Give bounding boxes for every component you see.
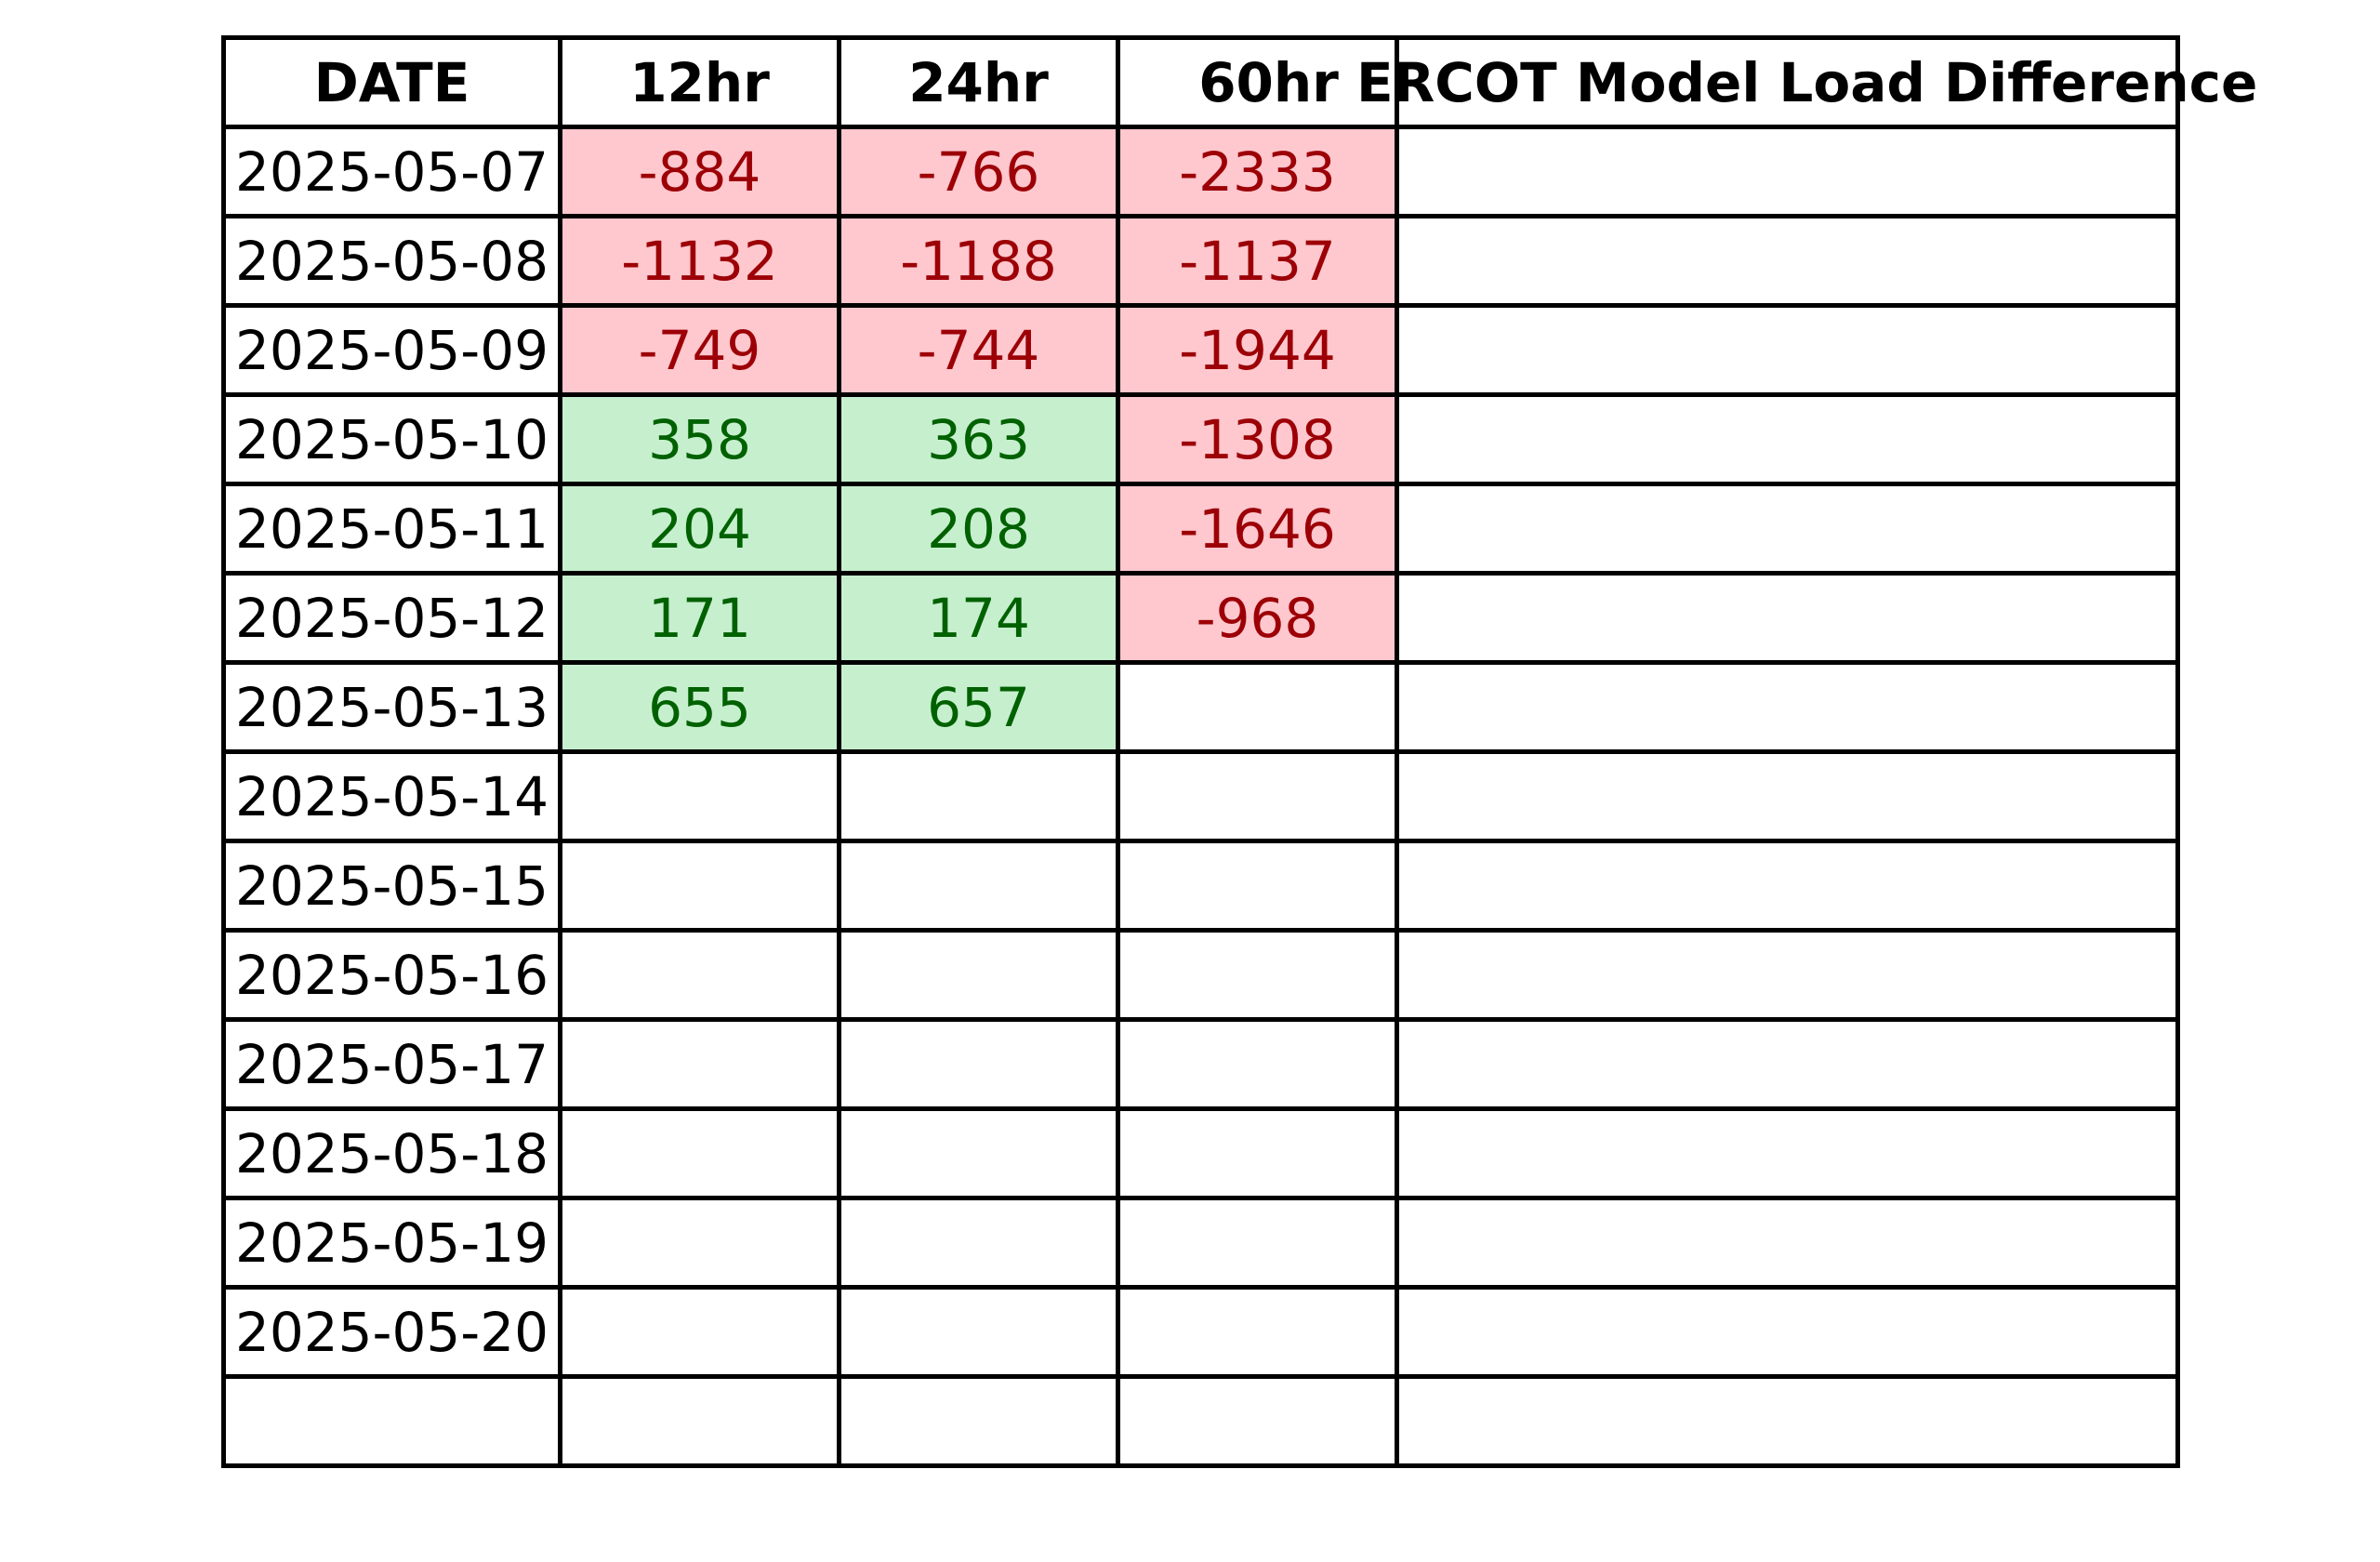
- value-60hr-cell: [1116, 660, 1399, 754]
- model-difference-cell: [1395, 214, 2180, 308]
- value-60hr-cell: -968: [1116, 571, 1399, 665]
- model-difference-cell: [1395, 125, 2180, 218]
- header-row: DATE 12hr 24hr 60hr ERCOT Model Load Dif…: [221, 35, 2257, 129]
- value-60hr-cell: [1116, 1374, 1399, 1468]
- model-difference-cell: [1395, 1285, 2180, 1379]
- value-60hr-cell: [1116, 1196, 1399, 1290]
- value-60hr-cell: -1944: [1116, 303, 1399, 397]
- header-24hr: 24hr: [837, 35, 1120, 129]
- date-cell: 2025-05-10: [221, 392, 562, 486]
- date-cell: [221, 1374, 562, 1468]
- value-12hr-cell: -1132: [558, 214, 841, 308]
- model-difference-cell: [1395, 1017, 2180, 1111]
- value-24hr-cell: [837, 1374, 1120, 1468]
- value-24hr-cell: 174: [837, 571, 1120, 665]
- table-row: 2025-05-12 171 174 -968: [221, 571, 2180, 665]
- value-24hr-cell: [837, 1017, 1120, 1111]
- model-difference-cell: [1395, 660, 2180, 754]
- value-60hr-cell: -2333: [1116, 125, 1399, 218]
- table-row: 2025-05-09 -749 -744 -1944: [221, 303, 2180, 397]
- date-cell: 2025-05-08: [221, 214, 562, 308]
- date-cell: 2025-05-17: [221, 1017, 562, 1111]
- date-cell: 2025-05-20: [221, 1285, 562, 1379]
- model-difference-cell: [1395, 749, 2180, 843]
- value-24hr-cell: [837, 749, 1120, 843]
- value-12hr-cell: [558, 1196, 841, 1290]
- date-cell: 2025-05-07: [221, 125, 562, 218]
- value-24hr-cell: [837, 1196, 1120, 1290]
- table-row: 2025-05-18: [221, 1106, 2180, 1200]
- date-cell: 2025-05-15: [221, 839, 562, 933]
- date-cell: 2025-05-09: [221, 303, 562, 397]
- table-row: 2025-05-15: [221, 839, 2180, 933]
- header-12hr: 12hr: [558, 35, 841, 129]
- value-12hr-cell: 171: [558, 571, 841, 665]
- date-cell: 2025-05-14: [221, 749, 562, 843]
- table-row: [221, 1374, 2180, 1468]
- date-cell: 2025-05-19: [221, 1196, 562, 1290]
- table-row: 2025-05-08 -1132 -1188 -1137: [221, 214, 2180, 308]
- value-12hr-cell: -749: [558, 303, 841, 397]
- value-12hr-cell: [558, 1374, 841, 1468]
- table-row: 2025-05-10 358 363 -1308: [221, 392, 2180, 486]
- value-12hr-cell: 358: [558, 392, 841, 486]
- header-date: DATE: [221, 35, 562, 129]
- date-cell: 2025-05-12: [221, 571, 562, 665]
- model-difference-cell: [1395, 839, 2180, 933]
- value-60hr-cell: -1308: [1116, 392, 1399, 486]
- value-60hr-cell: [1116, 749, 1399, 843]
- table-row: 2025-05-19: [221, 1196, 2180, 1290]
- model-difference-cell: [1395, 1374, 2180, 1468]
- model-difference-cell: [1395, 1196, 2180, 1290]
- value-24hr-cell: -766: [837, 125, 1120, 218]
- value-60hr-cell: [1116, 1285, 1399, 1379]
- model-difference-cell: [1395, 303, 2180, 397]
- value-12hr-cell: [558, 1285, 841, 1379]
- ercot-load-table-container: DATE 12hr 24hr 60hr ERCOT Model Load Dif…: [221, 35, 2257, 1468]
- value-24hr-cell: -1188: [837, 214, 1120, 308]
- value-24hr-cell: 657: [837, 660, 1120, 754]
- value-24hr-cell: 208: [837, 482, 1120, 576]
- value-24hr-cell: [837, 1106, 1120, 1200]
- table-row: 2025-05-20: [221, 1285, 2180, 1379]
- date-cell: 2025-05-16: [221, 928, 562, 1022]
- table-row: 2025-05-07 -884 -766 -2333: [221, 125, 2180, 218]
- value-24hr-cell: [837, 1285, 1120, 1379]
- value-12hr-cell: [558, 749, 841, 843]
- value-60hr-cell: [1116, 1106, 1399, 1200]
- value-12hr-cell: 204: [558, 482, 841, 576]
- date-cell: 2025-05-18: [221, 1106, 562, 1200]
- value-24hr-cell: -744: [837, 303, 1120, 397]
- value-60hr-cell: [1116, 839, 1399, 933]
- header-60hr: 60hr: [1116, 35, 1399, 129]
- model-difference-cell: [1395, 1106, 2180, 1200]
- value-24hr-cell: [837, 839, 1120, 933]
- value-12hr-cell: [558, 1106, 841, 1200]
- table-row: 2025-05-17: [221, 1017, 2180, 1111]
- model-difference-cell: [1395, 571, 2180, 665]
- ercot-load-table: DATE 12hr 24hr 60hr ERCOT Model Load Dif…: [221, 35, 2257, 1468]
- value-24hr-cell: [837, 928, 1120, 1022]
- value-12hr-cell: -884: [558, 125, 841, 218]
- value-12hr-cell: [558, 839, 841, 933]
- value-12hr-cell: [558, 1017, 841, 1111]
- table-row: 2025-05-11 204 208 -1646: [221, 482, 2180, 576]
- model-difference-cell: [1395, 392, 2180, 486]
- date-cell: 2025-05-11: [221, 482, 562, 576]
- value-12hr-cell: [558, 928, 841, 1022]
- header-model-load-difference: ERCOT Model Load Difference: [1356, 35, 2257, 129]
- value-60hr-cell: -1137: [1116, 214, 1399, 308]
- table-row: 2025-05-14: [221, 749, 2180, 843]
- value-60hr-cell: -1646: [1116, 482, 1399, 576]
- model-difference-cell: [1395, 482, 2180, 576]
- value-24hr-cell: 363: [837, 392, 1120, 486]
- value-60hr-cell: [1116, 1017, 1399, 1111]
- table-row: 2025-05-13 655 657: [221, 660, 2180, 754]
- value-60hr-cell: [1116, 928, 1399, 1022]
- date-cell: 2025-05-13: [221, 660, 562, 754]
- value-12hr-cell: 655: [558, 660, 841, 754]
- model-difference-cell: [1395, 928, 2180, 1022]
- table-row: 2025-05-16: [221, 928, 2180, 1022]
- table-body: 2025-05-07 -884 -766 -2333 2025-05-08 -1132 -1…: [221, 125, 2180, 1468]
